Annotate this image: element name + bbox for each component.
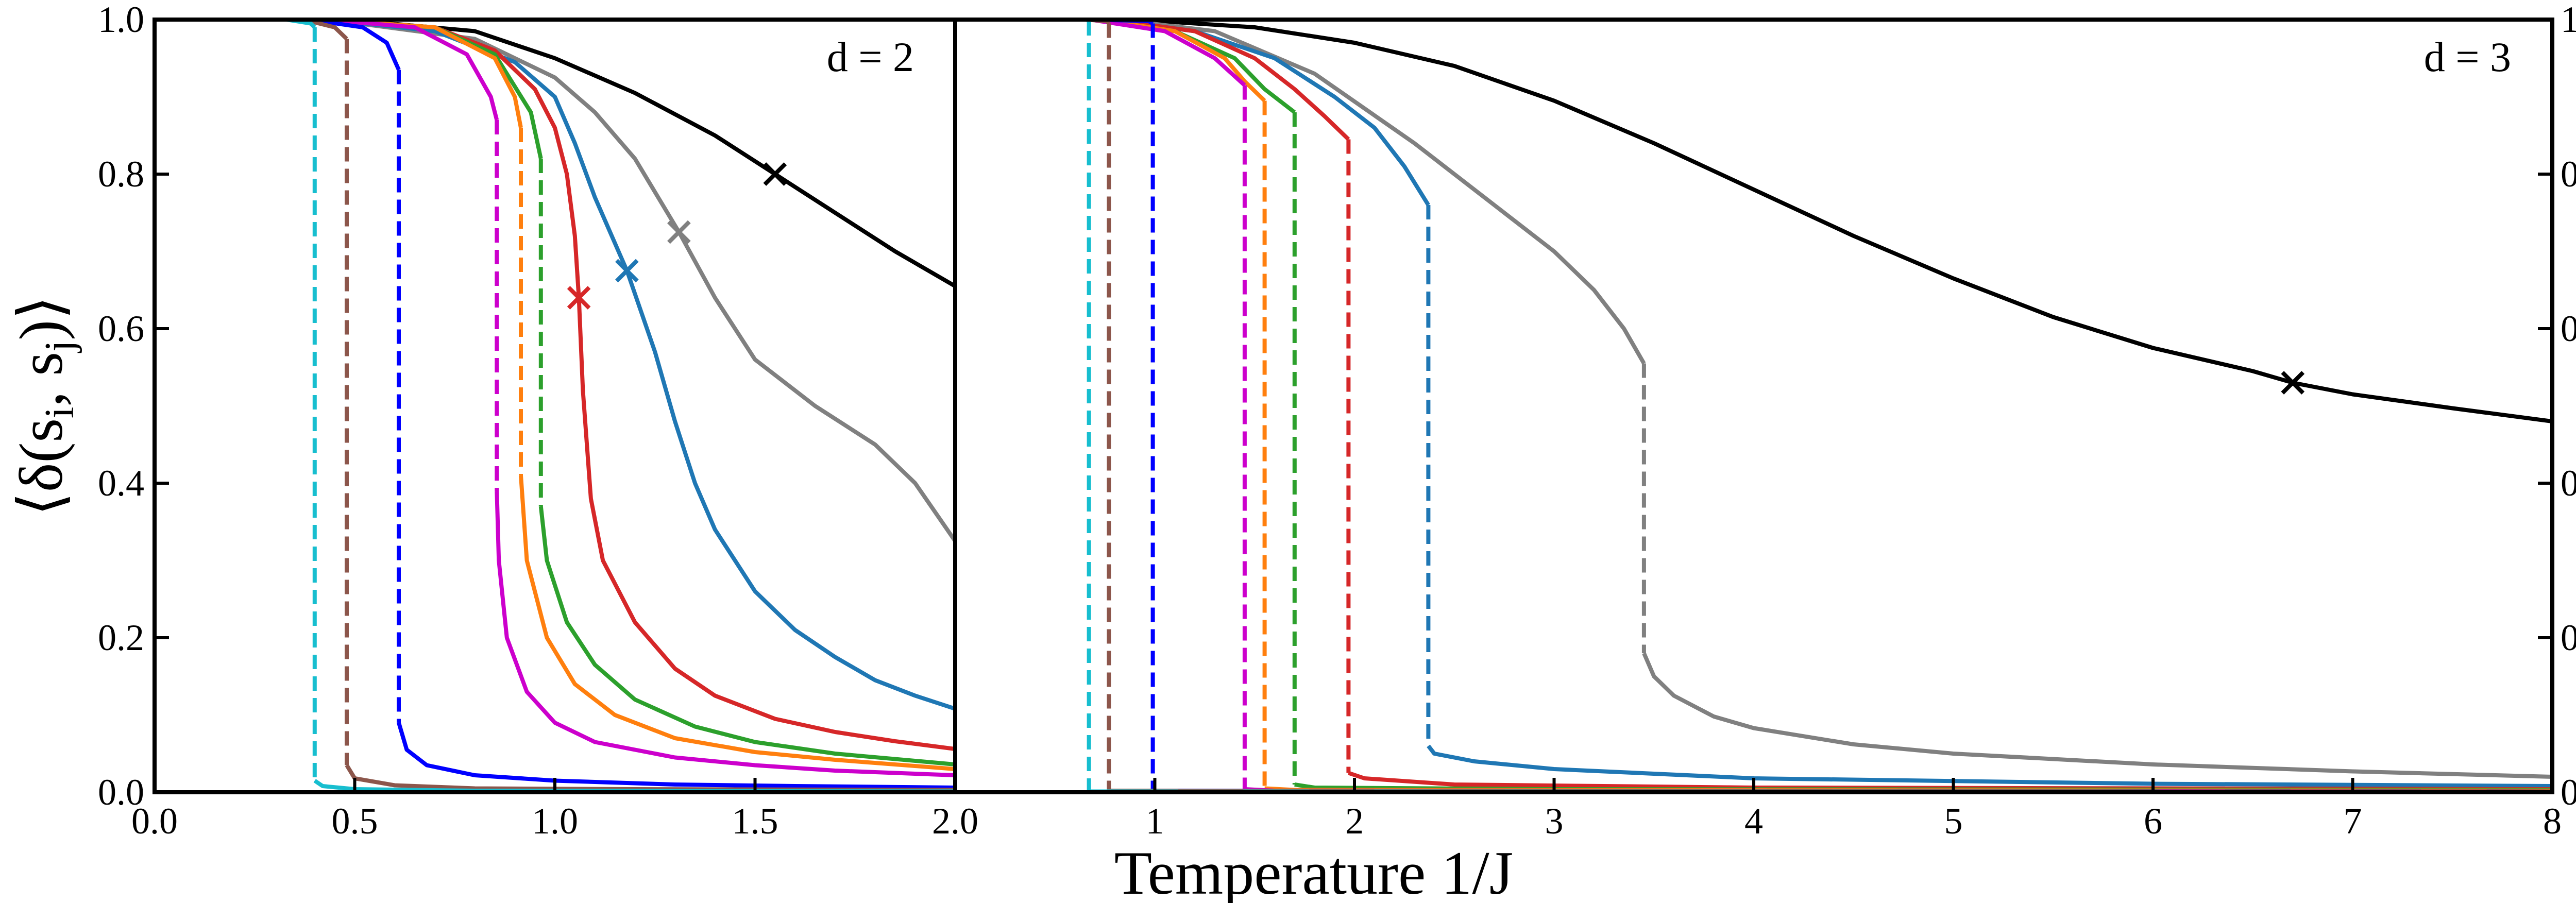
series-line-lower [1642, 652, 2552, 779]
critical-point-marker [763, 162, 787, 186]
series-group [1055, 18, 2552, 794]
y-tick-label: 0.4 [2561, 463, 2576, 504]
x-tick-label: 0.5 [332, 800, 378, 842]
y-tick-label: 0.4 [98, 463, 144, 504]
series-line-upper [314, 18, 401, 71]
x-tick-label: 8 [2543, 800, 2562, 842]
series-line-upper [1124, 18, 1646, 365]
critical-point-marker [567, 286, 591, 310]
x-tick-label: 1.0 [532, 800, 578, 842]
panel-label: d = 3 [2424, 33, 2511, 80]
y-tick-label: 0.6 [98, 308, 144, 349]
y-tick-label: 0.0 [98, 772, 144, 813]
x-tick-label: 2 [1345, 800, 1364, 842]
series-line-upper [1134, 18, 2552, 423]
y-tick-label: 0.8 [98, 154, 144, 195]
series-line-upper [334, 18, 955, 542]
x-axis-title: Temperature 1/J [1114, 839, 1514, 903]
series-line-upper [334, 18, 955, 711]
series-line-lower [1427, 744, 2552, 788]
y-tick-label: 0.2 [98, 617, 144, 658]
series-group [286, 18, 955, 794]
series-line-upper [1114, 18, 1350, 141]
y-tick-label: 0.2 [2561, 617, 2576, 658]
series-line-upper [354, 18, 955, 288]
x-tick-label: 0.0 [131, 800, 178, 842]
x-tick-label: 1.5 [732, 800, 778, 842]
x-tick-label: 7 [2344, 800, 2362, 842]
series-line-upper [334, 18, 499, 121]
x-tick-label: 1 [1146, 800, 1164, 842]
panel-d2: 0.0 0.2 0.4 0.6 0.8 1.0 0.0 0.5 1.0 1.5 2.0 d = 2 ⟨δ… [7, 0, 978, 842]
series-line-upper [306, 18, 348, 41]
plot-frame [953, 18, 2554, 794]
panel-d3: 0.0 0.2 0.4 0.6 0.8 1.0 1 2 3 4 5 6 7 8 d = 3 [953, 0, 2576, 842]
series-line-lower [538, 506, 955, 766]
y-tick-label: 1.0 [98, 0, 144, 40]
y-tick-label: 1.0 [2561, 0, 2576, 40]
x-tick-label: 5 [1944, 800, 1963, 842]
series-line-upper [1094, 18, 1246, 87]
critical-point-marker [2281, 371, 2305, 395]
y-axis-title: ⟨δ(si​, sj​)⟩ [7, 296, 82, 516]
x-tick-label: 3 [1545, 800, 1564, 842]
y-tick-label: 0.8 [2561, 154, 2576, 195]
x-tick-label: 4 [1744, 800, 1763, 842]
panel-label: d = 2 [827, 33, 914, 80]
series-line-lower [397, 722, 955, 790]
y-tick-label: 0.6 [2561, 308, 2576, 349]
series-line-lower [519, 475, 955, 771]
x-tick-label: 2.0 [932, 800, 978, 842]
y-tick-label: 0.0 [2561, 772, 2576, 813]
series-line-upper [334, 18, 955, 751]
x-tick-label: 6 [2144, 800, 2162, 842]
series-line-upper [1104, 18, 1266, 103]
critical-point-marker [667, 220, 691, 244]
critical-point-marker [615, 259, 639, 283]
series-line-lower [495, 490, 955, 777]
